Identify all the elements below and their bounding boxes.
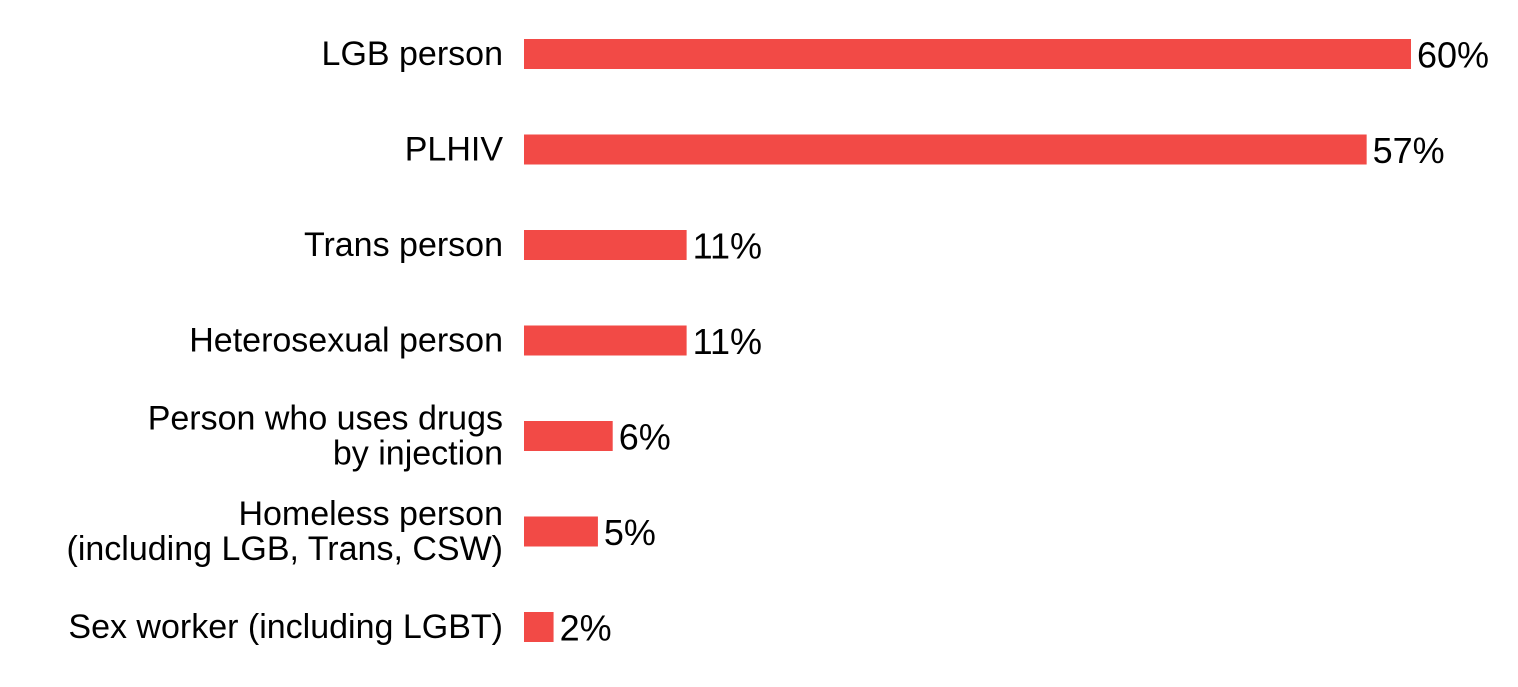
category-label: LGB person (322, 35, 503, 73)
category-label: Heterosexual person (189, 322, 503, 360)
value-label: 11% (693, 226, 762, 267)
category-label: PLHIV (405, 131, 504, 169)
value-label: 11% (693, 321, 762, 362)
value-label: 2% (560, 608, 612, 649)
category-label: Sex worker (including LGBT) (68, 608, 503, 646)
bar (524, 325, 687, 356)
category-label: (including LGB, Trans, CSW) (67, 530, 503, 568)
bar (524, 39, 1411, 69)
category-label: Person who uses drugs (148, 400, 503, 438)
value-label: 5% (604, 512, 656, 553)
value-label: 6% (619, 417, 671, 458)
value-label: 60% (1417, 35, 1489, 76)
bar (524, 612, 554, 642)
bar (524, 421, 613, 451)
category-label: Homeless person (238, 495, 503, 533)
bar (524, 230, 687, 260)
category-label: by injection (333, 435, 503, 473)
category-label: Trans person (304, 226, 503, 264)
bar (524, 134, 1367, 165)
value-label: 57% (1373, 130, 1445, 171)
bar (524, 516, 598, 547)
